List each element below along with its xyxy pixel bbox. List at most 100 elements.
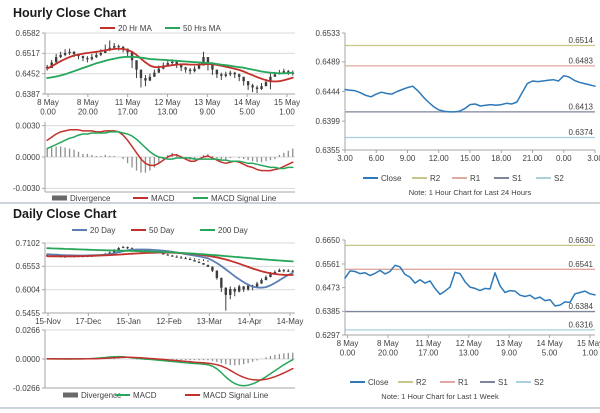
candle-body — [282, 71, 286, 73]
candle-body — [117, 46, 120, 48]
x-tick-label: 12.00 — [429, 154, 450, 163]
candle-body — [139, 69, 143, 79]
y-tick-label: 0.6553 — [16, 262, 41, 271]
candle-body — [220, 277, 223, 288]
x-tick-label: 12-Feb — [156, 317, 182, 326]
candle-body — [206, 57, 210, 63]
candle-body — [255, 87, 259, 89]
candle-body — [117, 247, 120, 251]
candle-body — [273, 271, 277, 275]
series-line-macd-signal-line — [46, 356, 294, 381]
x-tick-label: 12 May — [154, 98, 180, 107]
candle-body — [179, 257, 183, 259]
x-tick-label: 8 May — [37, 98, 59, 107]
chart-note: Note: 1 Hour Chart for Last 1 Week — [381, 392, 499, 401]
candle-body — [215, 270, 219, 278]
daily-close-chart-title: Daily Close Chart — [13, 207, 117, 221]
legend-label: MACD Signal Line — [211, 194, 277, 203]
legend-label: 50 Day — [149, 226, 174, 235]
y-tick-label: 0.6517 — [16, 49, 41, 58]
x-tick-label: 0.00 — [40, 108, 56, 117]
legend-label: Divergence — [70, 194, 111, 203]
candle-body — [251, 85, 254, 88]
candle-body — [162, 253, 165, 255]
legend-label: 20 Day — [90, 226, 115, 235]
candle-body — [220, 74, 223, 76]
candle-body — [206, 264, 210, 267]
y-tick-label: 0.0266 — [16, 326, 41, 335]
x-tick-label: 0.00 — [340, 349, 356, 358]
legend-label: Divergence — [81, 391, 122, 400]
candle-body — [166, 254, 169, 256]
hourly-close-chart-title: Hourly Close Chart — [13, 6, 127, 20]
x-tick-label: 5.00 — [239, 108, 255, 117]
series-line-20-hr-ma — [46, 47, 294, 83]
x-tick-label: 0.00 — [556, 154, 572, 163]
x-tick-label: 11 May — [115, 98, 141, 107]
candle-body — [211, 62, 214, 70]
y-tick-label: 0.6355 — [316, 146, 341, 155]
candle-body — [242, 76, 245, 82]
y-tick-label: 0.6473 — [316, 283, 341, 292]
x-tick-label: 8 May — [337, 339, 359, 348]
candle-body — [287, 71, 290, 73]
candle-body — [291, 270, 294, 272]
x-tick-label: 13.00 — [157, 108, 178, 117]
candle-body — [148, 76, 152, 81]
pivot-level-label: 0.6413 — [569, 102, 594, 111]
candle-body — [224, 287, 228, 295]
x-tick-label: 5.00 — [542, 349, 558, 358]
series-line-macd — [46, 355, 294, 387]
candle-body — [135, 60, 138, 70]
candle-body — [269, 76, 272, 83]
x-tick-label: 8 May — [77, 98, 99, 107]
series-line-200-day — [46, 247, 294, 263]
y-tick-label: 0.6297 — [316, 331, 341, 340]
candle-body — [63, 53, 67, 55]
x-tick-label: 6.00 — [368, 154, 384, 163]
candle-body — [233, 288, 236, 292]
candle-body — [215, 69, 219, 75]
x-tick-label: 9.00 — [501, 349, 517, 358]
legend-label: 20 Hr MA — [118, 24, 152, 33]
y-tick-label: 0.6650 — [316, 236, 341, 245]
candle-body — [202, 57, 205, 66]
y-tick-label: 0.6444 — [316, 87, 341, 96]
y-tick-label: -0.0030 — [13, 184, 41, 193]
candle-body — [166, 63, 169, 66]
x-tick-label: 13-Mar — [197, 317, 223, 326]
candle-body — [246, 81, 250, 86]
candle-body — [59, 54, 62, 58]
candle-body — [112, 46, 116, 48]
x-tick-label: 3.00 — [337, 154, 353, 163]
x-tick-label: 15 May — [274, 98, 300, 107]
x-tick-label: 12 May — [456, 339, 482, 348]
legend-label: R1 — [470, 174, 481, 183]
candle-body — [157, 68, 161, 73]
series-line-close — [344, 74, 596, 113]
candle-body — [104, 49, 107, 54]
candle-body — [171, 61, 174, 64]
bottom-divider — [0, 407, 600, 409]
candle-body — [269, 274, 272, 278]
candle-body — [273, 74, 277, 77]
candle-body — [72, 51, 76, 54]
legend-label: MACD Signal Line — [203, 391, 269, 400]
candle-body — [179, 64, 183, 68]
pivot-level-label: 0.6541 — [569, 260, 594, 269]
legend-label: S2 — [554, 174, 564, 183]
candle-body — [175, 61, 178, 65]
candle-body — [233, 72, 236, 75]
x-tick-label: 21.00 — [522, 154, 543, 163]
y-tick-label: 0.6399 — [316, 117, 341, 126]
legend-label: 50 Hrs MA — [183, 24, 221, 33]
x-tick-label: 9.00 — [200, 108, 216, 117]
y-tick-label: 0.5455 — [16, 309, 41, 318]
candle-body — [171, 255, 174, 257]
x-tick-label: 17-Dec — [75, 317, 101, 326]
x-tick-label: 13 May — [194, 98, 220, 107]
candle-body — [202, 263, 205, 265]
legend-label: MACD — [133, 391, 157, 400]
